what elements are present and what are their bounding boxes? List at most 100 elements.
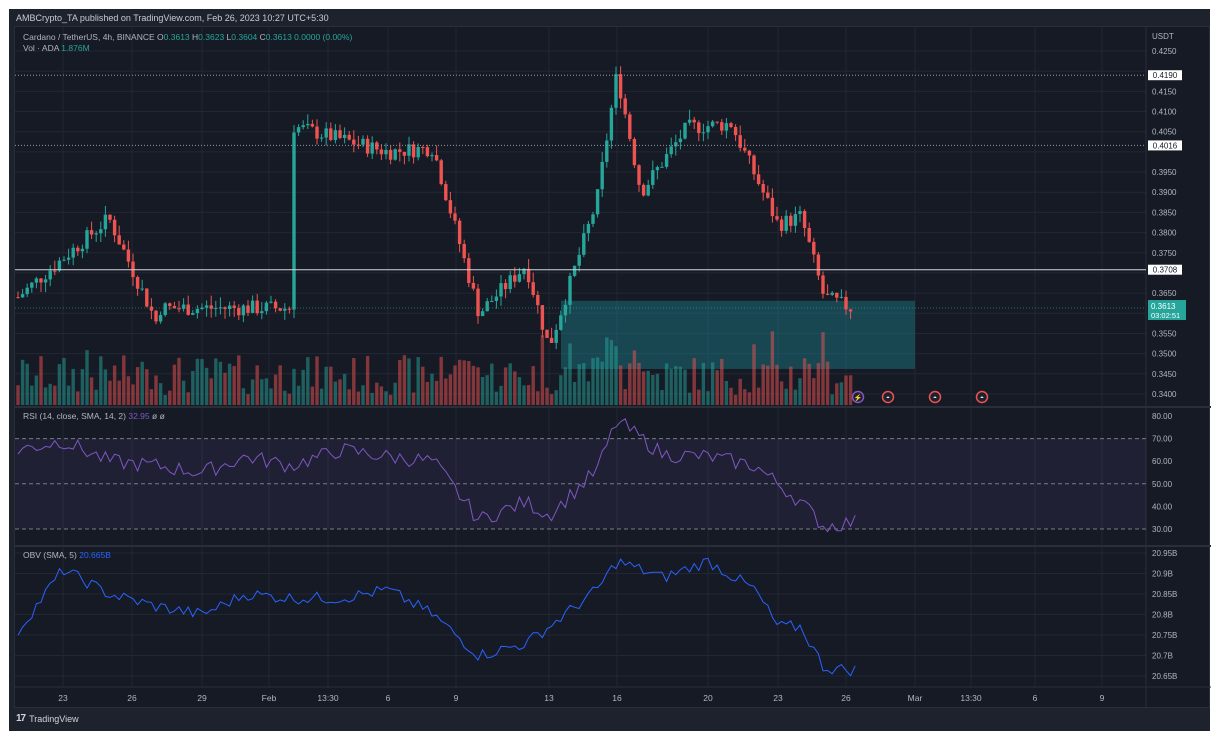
rsi-axis-tick: 50.00 (1152, 480, 1173, 489)
volume-bar (301, 369, 305, 405)
close-value: 0.3613 (265, 32, 292, 42)
volume-bar (618, 365, 623, 405)
obv-legend: OBV (SMA, 5) 20.665B (23, 550, 111, 560)
event-lightning-icon: ⚡ (854, 393, 863, 402)
candle-body (324, 128, 328, 138)
volume-bar (232, 366, 236, 405)
volume-bar (738, 378, 742, 405)
candle-body (448, 200, 453, 214)
x-axis-tick: 20 (703, 693, 713, 703)
candle-body (453, 213, 457, 221)
volume-bar (177, 357, 181, 405)
volume-bar (296, 385, 301, 405)
candle-body (260, 311, 264, 314)
candle-body (301, 125, 305, 128)
candle-body (839, 296, 844, 298)
volume-bar (568, 343, 572, 405)
candle-body (687, 119, 692, 123)
volume-bar (641, 371, 646, 405)
candle-body (844, 296, 848, 310)
volume-bar (16, 385, 20, 405)
volume-bar (94, 389, 98, 405)
volume-bar (623, 389, 627, 405)
volume-bar (453, 365, 457, 405)
price-level-label (1148, 264, 1182, 275)
volume-bar (508, 363, 512, 405)
change-value: 0.0000 (0.00%) (294, 32, 353, 42)
price-axis-tick: 0.3650 (1152, 289, 1177, 298)
volume-bar (457, 359, 462, 405)
candle-body (287, 308, 292, 310)
candle-body (296, 127, 301, 133)
volume-bar (71, 368, 75, 405)
price-level-value: 0.4016 (1153, 141, 1178, 150)
volume-bar (195, 358, 200, 405)
volume-bar (200, 359, 204, 405)
candle-body (398, 149, 402, 152)
volume-bar (540, 335, 545, 405)
volume-bar (430, 373, 434, 405)
x-axis-tick: Feb (262, 693, 277, 703)
candle-body (632, 138, 637, 166)
tradingview-logo-icon: 17 (16, 713, 26, 724)
candle-body (66, 257, 71, 260)
volume-bar (283, 390, 287, 405)
volume-bar (191, 370, 195, 405)
candle-body (807, 227, 811, 242)
volume-bar (471, 365, 476, 405)
open-value: 0.3613 (163, 32, 190, 42)
volume-bar (545, 387, 549, 405)
volume-bar (250, 379, 255, 405)
obv-label[interactable]: OBV (SMA, 5) (23, 550, 77, 560)
candle-body (582, 233, 586, 255)
price-axis-tick: 0.3400 (1152, 390, 1177, 399)
volume-bar (595, 357, 600, 405)
chart-canvas[interactable]: 23 26 29 Feb 13:30 6 9 13 16 20 23 26 Mar 13:30 6 9 0.41… (15, 27, 1211, 709)
candle-body (467, 258, 471, 283)
volume-bar (80, 369, 85, 405)
volume-bar (25, 363, 29, 405)
symbol-title[interactable]: Cardano / TetherUS, 4h, BINANCE (23, 32, 155, 42)
volume-bar (770, 331, 775, 405)
candle-body (710, 121, 715, 127)
volume-bar (370, 392, 374, 405)
candle-body (255, 300, 259, 314)
volume-bar (480, 376, 485, 405)
volume-bar (85, 350, 89, 405)
volume-bar (554, 390, 558, 405)
candle-body (444, 184, 448, 201)
volume-bar (53, 385, 57, 405)
volume-bar (76, 391, 80, 405)
candle-body (306, 123, 310, 126)
volume-bar (439, 356, 443, 405)
candle-body (605, 140, 609, 162)
chart-area[interactable]: 23 26 29 Feb 13:30 6 9 13 16 20 23 26 Mar 13:30 6 9 0.41… (14, 26, 1211, 709)
candle-body (641, 184, 646, 196)
candle-body (39, 278, 43, 283)
volume-bar (586, 381, 591, 405)
volume-bar (467, 361, 471, 405)
x-axis-tick: 29 (197, 693, 207, 703)
candle-body (669, 146, 673, 155)
candle-body (181, 304, 186, 309)
volume-label[interactable]: Vol · ADA (23, 43, 59, 53)
rsi-axis-tick: 70.00 (1152, 435, 1173, 444)
candle-body (430, 155, 434, 157)
volume-bar (715, 370, 719, 405)
event-us-flag-icon: ◓ (886, 395, 890, 402)
volume-bar (632, 350, 637, 405)
candle-body (126, 249, 131, 262)
volume-bar (844, 375, 848, 405)
tradingview-brand[interactable]: TradingView (29, 713, 79, 724)
candle-body (315, 126, 319, 139)
candle-body (531, 282, 535, 295)
volume-bar (402, 355, 407, 405)
candle-body (57, 260, 62, 271)
candle-countdown: 03:02:51 (1151, 311, 1180, 320)
volume-bar (522, 385, 526, 405)
volume-bar (108, 380, 112, 405)
last-price-badge (1148, 300, 1186, 321)
candle-body (545, 329, 549, 338)
volume-bar (490, 363, 494, 405)
rsi-label[interactable]: RSI (14, close, SMA, 14, 2) (23, 411, 126, 421)
